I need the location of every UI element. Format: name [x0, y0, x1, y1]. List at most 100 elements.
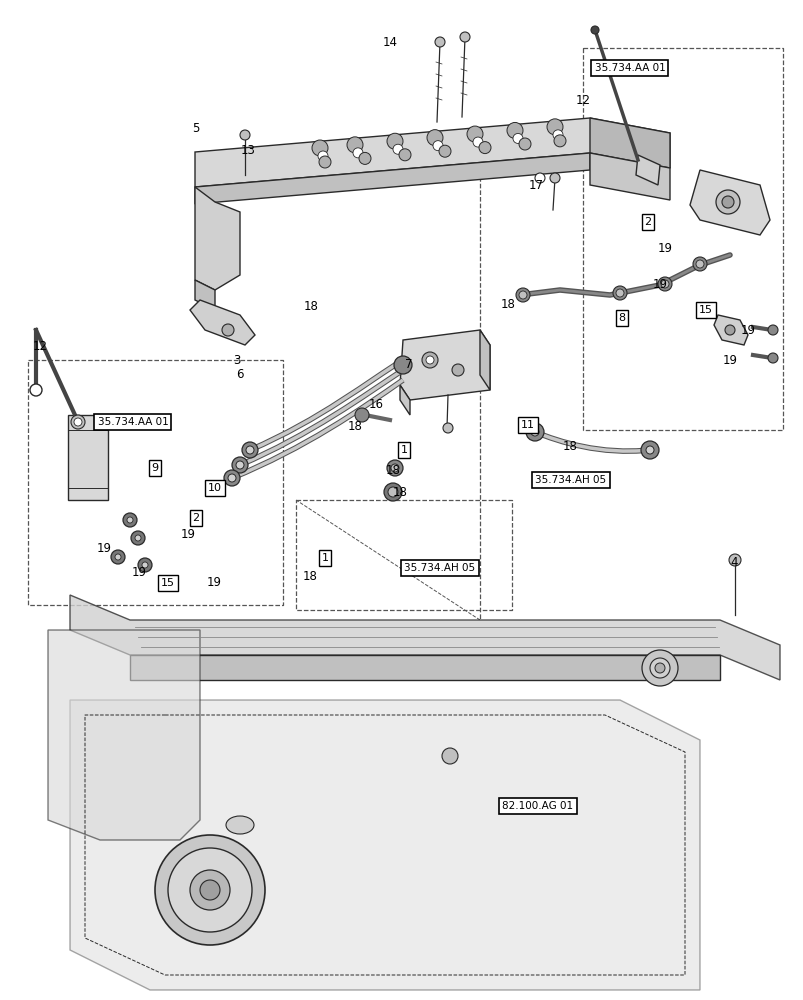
Circle shape — [131, 531, 145, 545]
Circle shape — [512, 133, 522, 143]
Polygon shape — [195, 187, 240, 290]
Circle shape — [645, 446, 653, 454]
Text: 12: 12 — [32, 340, 47, 354]
Circle shape — [123, 513, 137, 527]
Circle shape — [590, 26, 598, 34]
Circle shape — [516, 288, 529, 302]
Circle shape — [74, 418, 82, 426]
Circle shape — [649, 658, 669, 678]
Text: 15: 15 — [698, 305, 712, 315]
Circle shape — [525, 423, 544, 441]
Text: 19: 19 — [96, 542, 112, 554]
Circle shape — [426, 356, 434, 364]
Circle shape — [472, 137, 483, 147]
Text: 2: 2 — [644, 217, 650, 227]
Text: 14: 14 — [382, 36, 397, 49]
Text: 8: 8 — [618, 313, 625, 323]
Circle shape — [728, 554, 740, 566]
Text: 15: 15 — [161, 578, 175, 588]
Polygon shape — [479, 330, 489, 390]
Text: 35.734.AA 01: 35.734.AA 01 — [594, 63, 665, 73]
Text: 19: 19 — [132, 566, 146, 580]
Circle shape — [355, 408, 369, 422]
Text: 10: 10 — [208, 483, 222, 493]
Text: 18: 18 — [304, 300, 318, 314]
Text: 13: 13 — [240, 144, 255, 157]
Polygon shape — [195, 118, 669, 187]
Circle shape — [640, 441, 658, 459]
Circle shape — [615, 289, 623, 297]
Text: 19: 19 — [657, 241, 671, 254]
Text: 19: 19 — [652, 278, 666, 292]
Text: 18: 18 — [385, 464, 400, 477]
Circle shape — [660, 280, 668, 288]
Circle shape — [138, 558, 152, 572]
Circle shape — [507, 122, 522, 138]
Ellipse shape — [226, 816, 254, 834]
Text: 17: 17 — [528, 179, 543, 192]
Text: 18: 18 — [392, 486, 407, 498]
Text: 82.100.AG 01: 82.100.AG 01 — [502, 801, 573, 811]
Polygon shape — [689, 170, 769, 235]
Circle shape — [724, 325, 734, 335]
Circle shape — [434, 37, 444, 47]
Circle shape — [246, 446, 254, 454]
Circle shape — [692, 257, 706, 271]
Polygon shape — [190, 300, 255, 345]
Text: 12: 12 — [575, 94, 589, 107]
Circle shape — [654, 663, 664, 673]
Circle shape — [127, 517, 132, 523]
Polygon shape — [195, 153, 589, 204]
Circle shape — [319, 156, 331, 168]
Circle shape — [767, 325, 777, 335]
Circle shape — [642, 650, 677, 686]
Circle shape — [142, 562, 148, 568]
Circle shape — [347, 137, 362, 153]
Circle shape — [398, 149, 410, 161]
Circle shape — [438, 145, 450, 157]
Circle shape — [459, 32, 470, 42]
Text: 4: 4 — [729, 556, 737, 570]
Text: 16: 16 — [368, 398, 383, 412]
Circle shape — [168, 848, 251, 932]
Polygon shape — [400, 330, 489, 400]
Circle shape — [242, 442, 258, 458]
Circle shape — [390, 464, 398, 472]
Circle shape — [386, 133, 402, 149]
Text: 19: 19 — [181, 528, 195, 540]
Text: 11: 11 — [520, 420, 534, 430]
Text: 6: 6 — [236, 368, 243, 381]
Circle shape — [553, 135, 565, 147]
Circle shape — [30, 384, 42, 396]
Circle shape — [451, 364, 463, 376]
Circle shape — [312, 140, 328, 156]
Circle shape — [546, 119, 562, 135]
Circle shape — [111, 550, 124, 564]
Text: 18: 18 — [500, 298, 515, 312]
Circle shape — [224, 470, 240, 486]
Text: 1: 1 — [400, 445, 407, 455]
Circle shape — [386, 460, 402, 476]
Text: 3: 3 — [233, 354, 240, 366]
Circle shape — [715, 190, 739, 214]
Circle shape — [384, 483, 402, 501]
Circle shape — [200, 880, 220, 900]
Text: 7: 7 — [405, 359, 412, 371]
Circle shape — [552, 130, 562, 140]
Circle shape — [236, 461, 243, 469]
Text: 1: 1 — [321, 553, 328, 563]
Circle shape — [442, 423, 452, 433]
Polygon shape — [70, 700, 699, 990]
Circle shape — [155, 835, 265, 945]
Circle shape — [393, 356, 411, 374]
Circle shape — [479, 142, 491, 154]
Circle shape — [442, 748, 458, 764]
Text: 9: 9 — [151, 463, 158, 473]
Text: 19: 19 — [206, 576, 221, 588]
Circle shape — [222, 324, 234, 336]
Text: 5: 5 — [192, 122, 199, 135]
Circle shape — [467, 126, 483, 142]
Polygon shape — [589, 118, 669, 168]
Polygon shape — [713, 315, 747, 345]
Text: 18: 18 — [562, 440, 577, 454]
